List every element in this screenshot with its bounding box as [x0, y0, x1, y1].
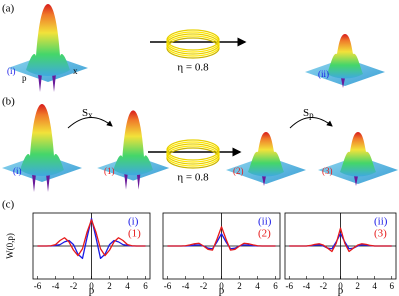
- arrow: [67, 117, 113, 129]
- efficiency: η = 0.8: [177, 172, 209, 184]
- axis-label: x: [73, 66, 78, 76]
- wigner-plot: [318, 132, 398, 186]
- x-tick-label: -4: [303, 281, 311, 291]
- panel-label: (c): [2, 199, 15, 211]
- x-tick-label: 6: [273, 281, 278, 291]
- x-tick-label: 6: [143, 281, 148, 291]
- x-tick-label: 2: [107, 281, 112, 291]
- state-label: (3): [322, 166, 333, 176]
- wigner-plot: [305, 34, 385, 88]
- x-tick-label: -2: [70, 281, 78, 291]
- fiber-coil: [166, 139, 220, 169]
- x-axis-label: p: [338, 285, 344, 296]
- state-label: (i): [7, 66, 16, 76]
- state-label: (1): [104, 166, 115, 176]
- series-line: [289, 227, 392, 253]
- x-tick-label: 4: [125, 281, 130, 291]
- wigner-plot: [226, 132, 306, 186]
- series-line: [37, 217, 146, 260]
- arrow: [289, 117, 333, 129]
- series-line: [167, 226, 276, 251]
- x-tick-label: -2: [200, 281, 208, 291]
- x-tick-label: -4: [182, 281, 190, 291]
- plot-frame: [162, 212, 281, 280]
- panel-label: (a): [2, 3, 15, 15]
- x-tick-label: 4: [372, 281, 377, 291]
- x-tick-label: -6: [34, 281, 42, 291]
- x-tick-label: 0: [89, 281, 94, 291]
- wigner-plot: [2, 104, 82, 192]
- efficiency: η = 0.8: [177, 62, 209, 74]
- x-axis-label: p: [219, 285, 225, 296]
- x-axis-label: p: [89, 285, 95, 296]
- wigner-plot: [97, 110, 170, 190]
- state-label: (2): [233, 166, 244, 176]
- legend-entry: (ii): [374, 216, 388, 228]
- legend-entry: (1): [128, 228, 141, 240]
- x-tick-label: 0: [338, 281, 343, 291]
- panel-label: (b): [2, 96, 15, 108]
- axis-label: p: [22, 73, 27, 83]
- legend-entry: (2): [258, 228, 271, 240]
- x-tick-label: 4: [255, 281, 260, 291]
- x-tick-label: 6: [389, 281, 394, 291]
- legend-entry: (3): [374, 228, 387, 240]
- state-label: (i): [13, 166, 22, 176]
- wigner-plot: [8, 4, 88, 92]
- x-tick-label: -4: [52, 281, 60, 291]
- x-tick-label: -6: [286, 281, 294, 291]
- x-tick-label: 2: [237, 281, 242, 291]
- series-line: [37, 219, 146, 257]
- operator-label: Sx: [82, 107, 93, 121]
- x-tick-label: 0: [219, 281, 224, 291]
- y-axis-label: W(0,p): [5, 233, 15, 259]
- state-label: (ii): [318, 69, 329, 79]
- legend-entry: (ii): [258, 216, 272, 228]
- plot-frame: [284, 212, 397, 280]
- x-tick-label: -6: [164, 281, 172, 291]
- plot-frame: [32, 212, 151, 280]
- x-tick-label: 2: [355, 281, 360, 291]
- legend-entry: (i): [128, 216, 139, 228]
- fiber-coil: [166, 29, 220, 59]
- operator-label: Sp: [303, 107, 314, 121]
- x-tick-label: -2: [320, 281, 328, 291]
